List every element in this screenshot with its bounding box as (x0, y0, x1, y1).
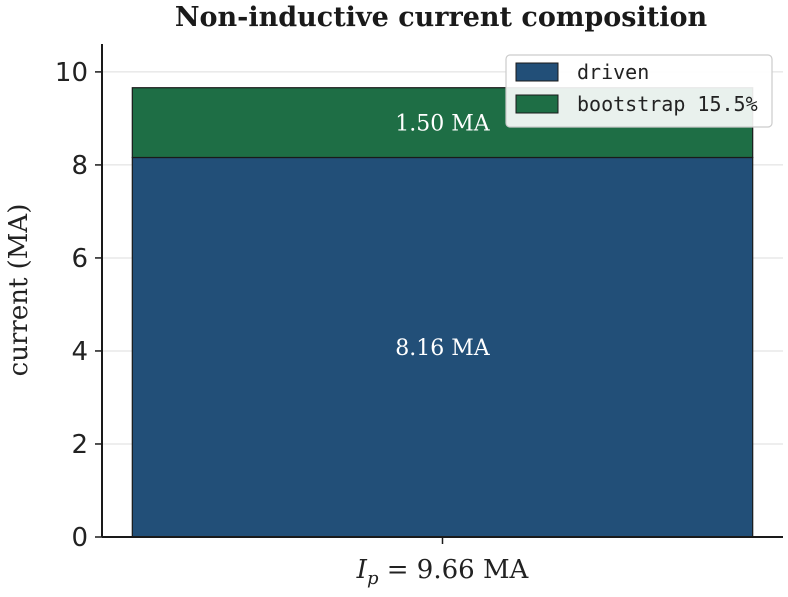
bar-value-label: 1.50 MA (395, 112, 491, 137)
y-tick-label: 8 (71, 151, 88, 181)
y-axis-label: current (MA) (4, 204, 34, 377)
bars: 8.16 MA 1.50 MA (131, 87, 754, 538)
legend-swatch (515, 62, 559, 82)
x-tick-label: Ip = 9.66 MA (356, 555, 530, 589)
x-tick-labels: Ip = 9.66 MA (356, 537, 530, 589)
y-tick-label: 10 (55, 58, 88, 88)
y-tick-labels: 0 2 4 6 8 10 (55, 58, 102, 553)
y-tick-label: 4 (71, 337, 88, 367)
legend-label: bootstrap 15.5% (577, 92, 758, 116)
legend-label: driven (577, 60, 649, 84)
y-tick-label: 6 (71, 244, 88, 274)
legend-box (505, 54, 773, 128)
y-tick-label: 0 (71, 523, 88, 553)
legend: driven bootstrap 15.5% (505, 54, 773, 128)
chart-title: Non-inductive current composition (175, 2, 708, 33)
bar-segment (131, 156, 754, 538)
legend-swatch (515, 94, 559, 114)
bar-value-label: 8.16 MA (395, 336, 491, 361)
y-tick-label: 2 (71, 430, 88, 460)
